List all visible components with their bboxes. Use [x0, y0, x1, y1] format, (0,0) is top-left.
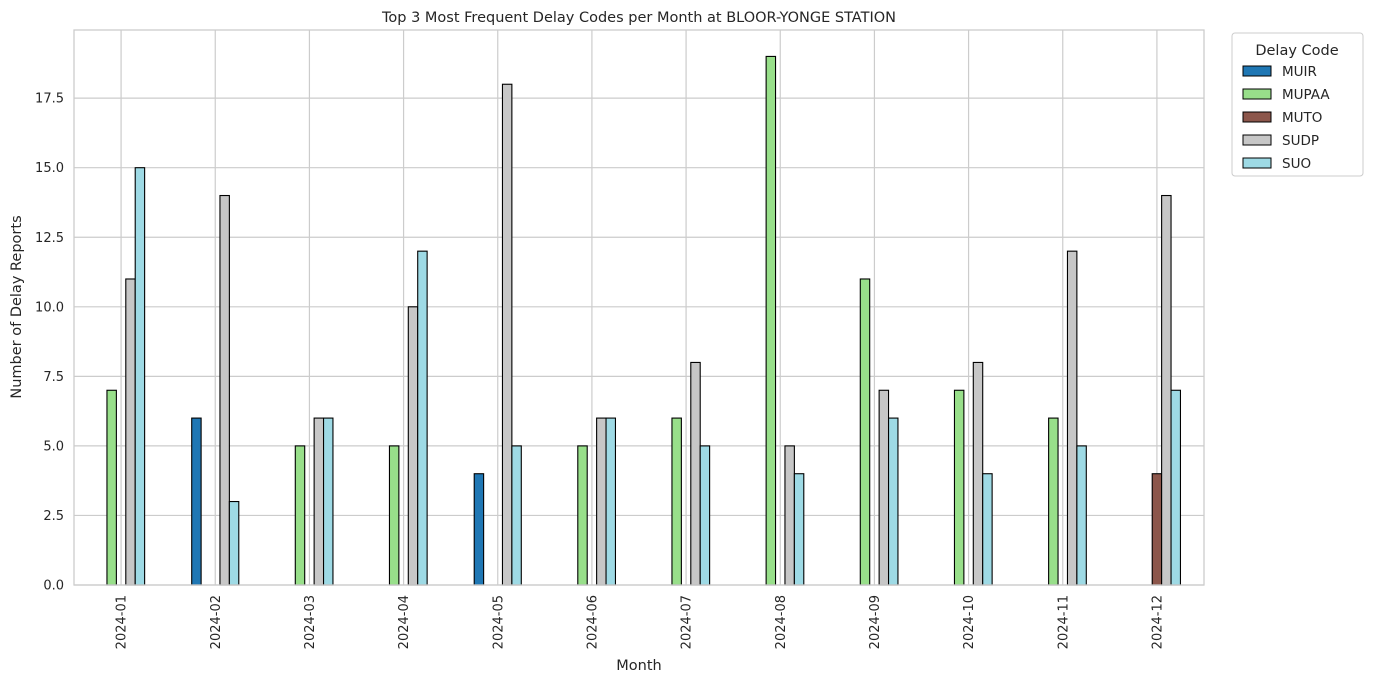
bar-mupaa-2024-03: [294, 445, 306, 586]
bar-sudp-2024-01: [125, 278, 136, 586]
x-tick-label: 2024-07: [680, 595, 695, 649]
legend-swatch-suo: [1242, 157, 1272, 169]
legend-title: Delay Code: [1255, 43, 1338, 59]
bar-mupaa-2024-01: [106, 389, 117, 586]
legend-label-muir: MUIR: [1282, 64, 1317, 80]
bar-sudp-2024-09: [878, 389, 890, 586]
bar-suo-2024-02: [228, 500, 240, 586]
bar-sudp-2024-06: [596, 417, 607, 586]
bar-mupaa-2024-08: [765, 55, 777, 586]
legend-swatch-muir: [1242, 65, 1272, 77]
legend-label-mupaa: MUPAA: [1282, 87, 1330, 103]
bar-suo-2024-06: [605, 417, 617, 586]
bar-sudp-2024-03: [313, 417, 325, 586]
legend-label-sudp: SUDP: [1282, 133, 1319, 149]
y-tick-labels: 0.0 2.5 5.0 7.5 10.0 12.5 15.0 17.5: [35, 92, 64, 594]
x-tick-labels: 2024-01 2024-02 2024-03 2024-04 2024-05 2024-…: [115, 595, 1166, 649]
x-tick-label: 2024-10: [962, 595, 977, 649]
bar-suo-2024-09: [887, 417, 899, 586]
grid-layer: [74, 30, 1204, 586]
y-tick-label: 15.0: [35, 161, 64, 176]
x-tick-label: 2024-09: [868, 595, 883, 649]
bar-sudp-2024-11: [1066, 250, 1078, 586]
y-tick-label: 2.5: [43, 509, 64, 524]
legend-label-suo: SUO: [1282, 156, 1311, 172]
bar-suo-2024-05: [511, 445, 522, 586]
bar-sudp-2024-10: [972, 361, 984, 586]
y-axis-title: Number of Delay Reports: [9, 215, 25, 398]
bar-sudp-2024-05: [501, 83, 513, 586]
legend-swatch-muto: [1242, 111, 1272, 123]
bar-suo-2024-07: [699, 445, 711, 586]
x-tick-label: 2024-03: [303, 595, 318, 649]
bar-sudp-2024-04: [407, 306, 419, 586]
bars-layer: [106, 55, 1182, 586]
x-tick-label: 2024-04: [397, 595, 412, 649]
x-tick-label: 2024-08: [774, 595, 789, 649]
plot-area-frame: [73, 29, 1205, 586]
y-tick-label: 0.0: [43, 579, 64, 594]
y-tick-label: 10.0: [35, 300, 64, 315]
y-tick-label: 17.5: [35, 92, 64, 107]
x-tick-label: 2024-06: [585, 595, 600, 649]
y-tick-label: 12.5: [35, 231, 64, 246]
x-tick-label: 2024-02: [209, 595, 224, 649]
bar-muto-2024-12: [1151, 473, 1163, 586]
x-tick-label: 2024-05: [491, 595, 506, 649]
legend-swatch-mupaa: [1242, 88, 1272, 100]
bar-mupaa-2024-11: [1048, 417, 1059, 586]
x-axis-title: Month: [616, 658, 661, 674]
bar-sudp-2024-07: [690, 361, 701, 586]
legend-items: MUIR MUPAA MUTO SUDP SUO: [1242, 64, 1330, 172]
bar-suo-2024-11: [1076, 445, 1087, 586]
bar-sudp-2024-02: [219, 194, 230, 586]
bar-suo-2024-08: [793, 473, 805, 586]
y-tick-label: 5.0: [43, 439, 64, 454]
bar-mupaa-2024-04: [388, 445, 400, 586]
bar-sudp-2024-08: [784, 445, 795, 586]
bar-suo-2024-04: [417, 250, 428, 586]
x-tick-label: 2024-12: [1150, 595, 1165, 649]
bar-mupaa-2024-06: [577, 445, 588, 586]
bar-suo-2024-01: [134, 167, 146, 586]
legend-swatch-sudp: [1242, 134, 1272, 146]
bar-muir-2024-05: [473, 473, 485, 586]
bar-mupaa-2024-07: [671, 417, 682, 586]
bar-sudp-2024-12: [1161, 194, 1172, 586]
legend: Delay Code MUIR MUPAA MUTO SUDP SUO: [1231, 32, 1364, 177]
legend-label-muto: MUTO: [1282, 110, 1322, 126]
bar-mupaa-2024-10: [953, 389, 965, 586]
bar-suo-2024-10: [982, 473, 993, 586]
bar-mupaa-2024-09: [859, 278, 871, 586]
chart-title: Top 3 Most Frequent Delay Codes per Mont…: [381, 10, 896, 26]
bar-suo-2024-12: [1170, 389, 1182, 586]
x-tick-label: 2024-01: [115, 595, 130, 649]
x-tick-label: 2024-11: [1056, 595, 1071, 649]
bar-muir-2024-02: [191, 417, 202, 586]
y-tick-label: 7.5: [43, 370, 64, 385]
bar-suo-2024-03: [322, 417, 334, 586]
